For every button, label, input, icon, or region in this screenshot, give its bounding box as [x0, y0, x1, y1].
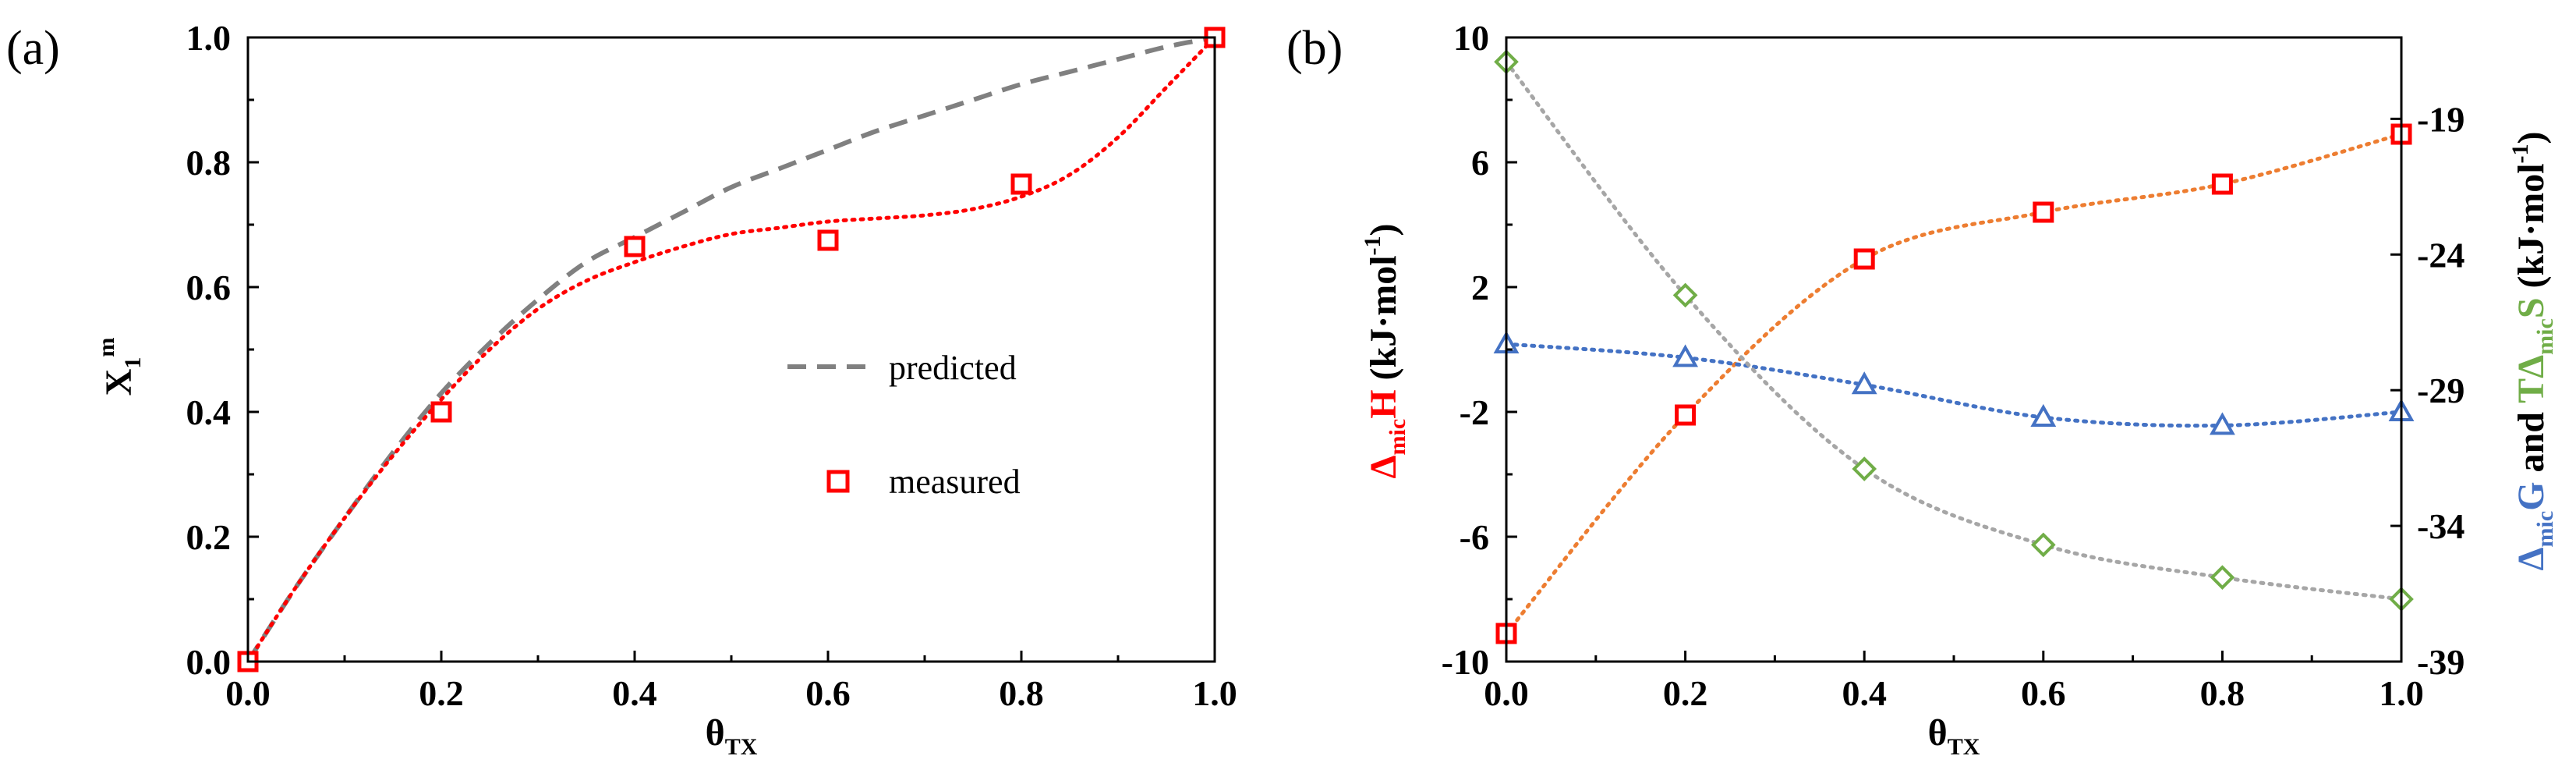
x-tick-label: 0.8 [999, 673, 1044, 713]
point-square [2211, 173, 2233, 195]
y-tick-label: 0.4 [186, 392, 232, 432]
left-y-tick-label: -10 [1442, 642, 1489, 682]
panel-b: (b) 0.0 0.2 0.4 0.6 0.8 1.0 -10 -6 -2 2 6 10 -39 -34 -… [1286, 18, 2558, 760]
y-tick-label: 1.0 [186, 18, 232, 58]
measured-point [1010, 173, 1032, 195]
right-y-tick-label: -39 [2417, 642, 2465, 682]
left-y-tick-label: 6 [1471, 143, 1489, 183]
left-y-tick-label: -6 [1460, 517, 1489, 557]
y-tick-label: 0.6 [186, 268, 232, 307]
measured-fit-line [246, 35, 1217, 664]
x-tick-label: 0.8 [2200, 673, 2245, 713]
predicted-line [246, 35, 1215, 663]
right-y-tick-label: -34 [2417, 506, 2465, 546]
y-tick-label: 0.0 [186, 642, 232, 682]
x-tick-label: 1.0 [1192, 673, 1237, 713]
series-line-diamond [1504, 59, 2404, 601]
panel-b-plot-frame [1505, 36, 2403, 663]
y-tick-label: 0.2 [186, 517, 232, 557]
series-line-triangle [1504, 342, 2404, 428]
point-diamond [2030, 532, 2056, 558]
point-triangle [1851, 371, 1877, 395]
right-y-tick-label: -19 [2417, 99, 2465, 139]
left-y-tick-label: 10 [1453, 18, 1489, 58]
panel-b-label: (b) [1286, 22, 1343, 75]
x-tick-label: 0.4 [612, 673, 657, 713]
panel-b-right-axis-title: ΔmicG and TΔmicS (kJ·mol-1) [2507, 131, 2558, 570]
x-tick-label: 0.6 [2021, 673, 2066, 713]
point-diamond [2210, 565, 2235, 591]
point-triangle [1672, 344, 1699, 367]
legend-predicted-label: predicted [889, 349, 1017, 387]
panel-a-y-axis-title: X1m [94, 338, 146, 396]
measured-point [624, 236, 646, 257]
panel-b-x-axis-title: θTX [1928, 712, 1980, 760]
panel-b-left-axis-title: ΔmicH (kJ·mol-1) [1360, 223, 1410, 478]
point-square [1675, 404, 1697, 426]
x-tick-label: 0.4 [1842, 673, 1887, 713]
panel-a: (a) 0.0 0.2 0.4 0.6 0.8 1.0 0.0 0.2 0.4 0.6 0.8 1.0… [6, 18, 1237, 760]
x-tick-label: 0.0 [225, 673, 271, 713]
legend-measured-swatch [826, 470, 850, 493]
x-tick-label: 0.2 [419, 673, 464, 713]
point-triangle [2209, 412, 2235, 435]
panel-a-x-axis-title: θTX [706, 712, 758, 760]
right-y-tick-label: -24 [2417, 235, 2465, 275]
x-tick-label: 0.2 [1663, 673, 1708, 713]
left-y-tick-label: 2 [1471, 268, 1489, 307]
series-line-square [1504, 132, 2404, 636]
legend-measured-label: measured [889, 463, 1021, 501]
point-triangle [2030, 403, 2057, 427]
x-tick-label: 0.0 [1484, 673, 1529, 713]
point-square [2033, 201, 2054, 223]
point-diamond [1852, 456, 1877, 481]
point-square [1853, 248, 1875, 270]
y-tick-label: 0.8 [186, 143, 232, 183]
measured-point [430, 401, 452, 423]
left-y-tick-label: -2 [1460, 392, 1489, 432]
measured-point [817, 229, 839, 251]
x-tick-label: 0.6 [805, 673, 851, 713]
panel-a-legend: predicted measured [787, 349, 1021, 501]
panel-a-label: (a) [6, 22, 60, 75]
x-tick-label: 1.0 [2379, 673, 2424, 713]
right-y-tick-label: -29 [2417, 371, 2465, 410]
point-diamond [1672, 282, 1698, 308]
panel-a-plot-frame [246, 36, 1216, 663]
